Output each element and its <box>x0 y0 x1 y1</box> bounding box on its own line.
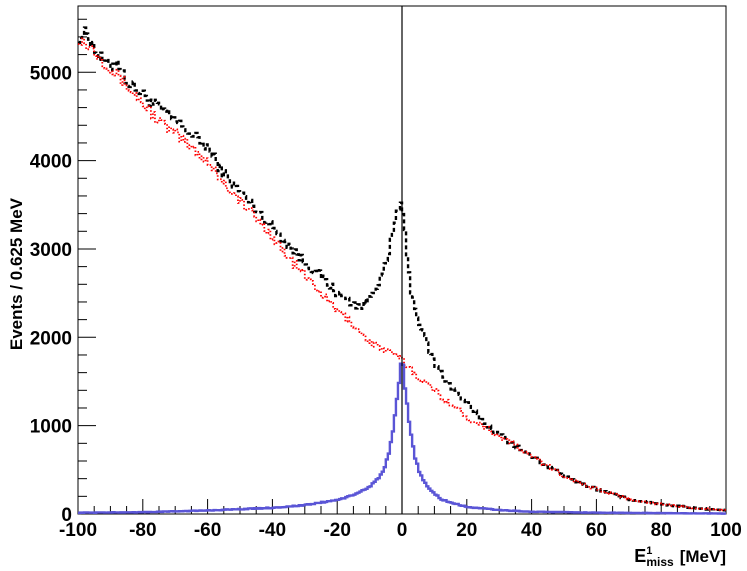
x-axis-label: E1 miss [MeV] <box>634 545 726 569</box>
x-axis-label-unit: [MeV] <box>680 547 726 566</box>
x-axis-label-base: E <box>634 546 646 566</box>
y-tick-label: 1000 <box>30 417 72 438</box>
x-tick-label: 0 <box>397 520 408 541</box>
x-tick-label: 100 <box>710 520 742 541</box>
x-tick-label: -20 <box>323 520 350 541</box>
y-axis-label: Events / 0.625 MeV <box>7 197 26 350</box>
x-tick-label: -80 <box>129 520 156 541</box>
series-solid-line <box>78 362 726 515</box>
y-axis-ticks: 0 1000 2000 3000 4000 5000 <box>30 18 96 526</box>
y-tick-label: 5000 <box>30 63 72 84</box>
y-tick-label: 0 <box>61 505 72 526</box>
x-tick-label: 80 <box>651 520 672 541</box>
y-tick-label: 2000 <box>30 328 72 349</box>
x-tick-label: 60 <box>586 520 607 541</box>
x-axis-ticks: -100 -80 -60 -40 -20 0 20 40 60 80 100 <box>59 499 742 541</box>
x-axis-label-sup: 1 <box>646 545 652 557</box>
x-tick-label: -60 <box>194 520 221 541</box>
x-tick-label: -100 <box>59 520 97 541</box>
x-tick-label: 40 <box>521 520 542 541</box>
x-tick-label: 20 <box>456 520 477 541</box>
y-tick-label: 4000 <box>30 152 72 173</box>
x-tick-label: -40 <box>259 520 286 541</box>
y-tick-label: 3000 <box>30 240 72 261</box>
x-axis-label-sub: miss <box>646 555 674 569</box>
